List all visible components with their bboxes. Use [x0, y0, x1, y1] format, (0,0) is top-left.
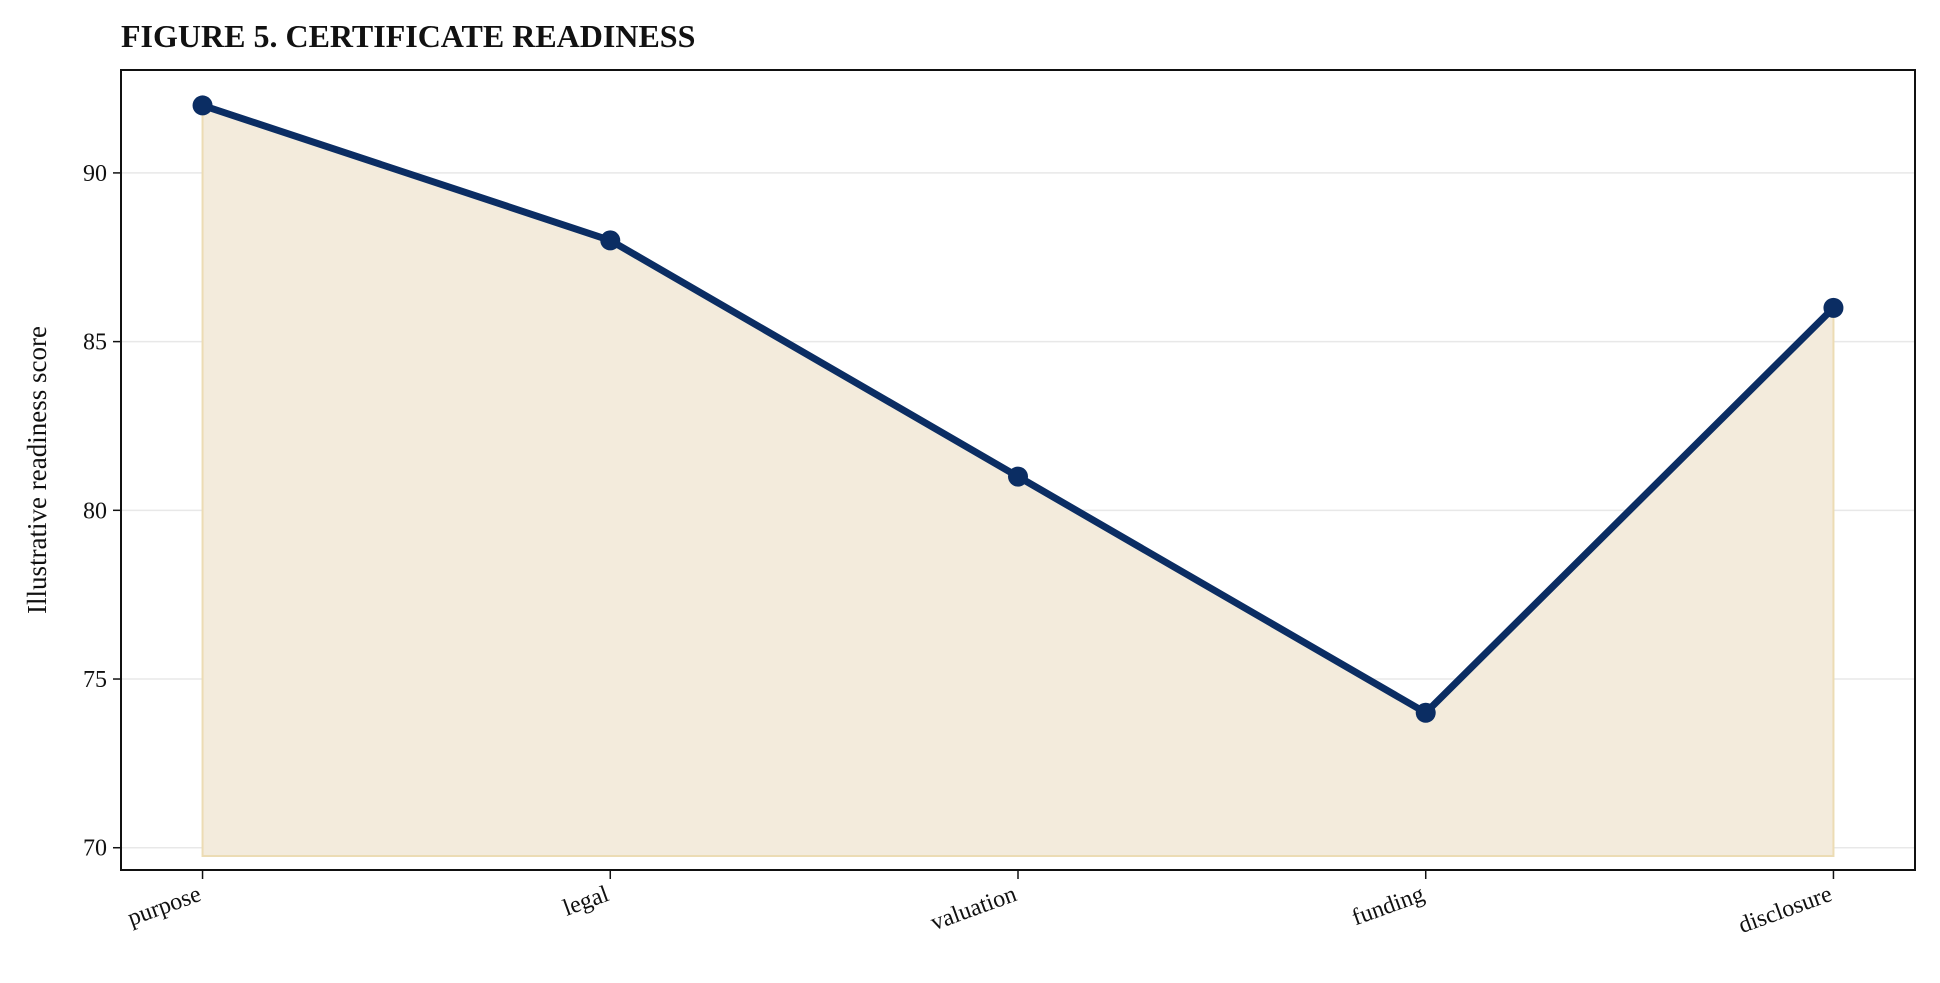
- y-tick-label: 75: [83, 667, 107, 693]
- y-tick-label: 90: [83, 161, 107, 187]
- point: [1823, 297, 1844, 318]
- y-tick-label: 85: [83, 330, 107, 356]
- x-tick-label: purpose: [124, 881, 204, 931]
- x-tick-label: legal: [560, 881, 613, 921]
- chart-title: FIGURE 5. CERTIFICATE READINESS: [121, 18, 695, 54]
- x-tick-label: disclosure: [1735, 881, 1835, 939]
- plot-frame: [120, 69, 1916, 871]
- y-tick-label: 80: [83, 498, 107, 524]
- x-tick-label: valuation: [927, 881, 1020, 936]
- point: [192, 95, 213, 116]
- point: [1008, 466, 1028, 487]
- point: [1415, 702, 1436, 723]
- y-tick-label: 70: [83, 836, 107, 862]
- point: [600, 230, 621, 251]
- x-tick-label: funding: [1349, 881, 1428, 931]
- y-axis-label: Illustrative readiness score: [22, 326, 52, 614]
